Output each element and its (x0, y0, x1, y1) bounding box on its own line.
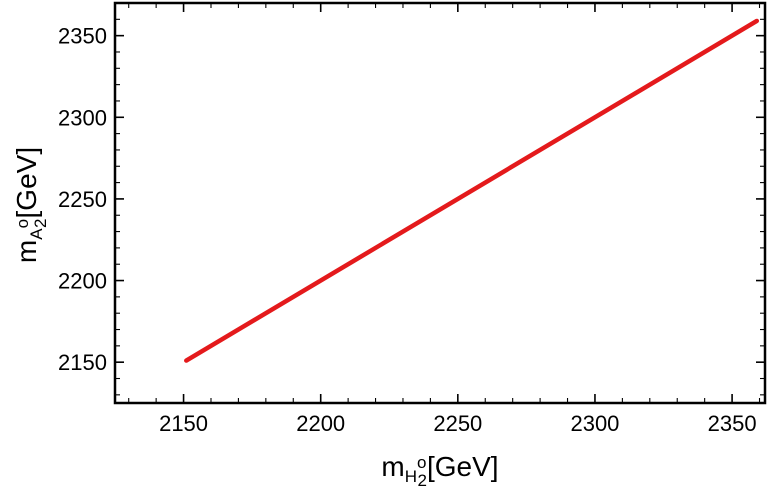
plot-frame (113, 1, 767, 405)
x-tick-label: 2250 (433, 411, 482, 436)
y-axis-label-unit: [GeV] (11, 147, 42, 219)
series-line (184, 18, 760, 363)
y-tick-label: 2250 (58, 187, 107, 212)
x-axis-label: mHo 2[GeV] (381, 451, 498, 490)
x-axis-label-sub: H (405, 467, 417, 486)
y-tick-label: 2150 (58, 350, 107, 375)
tick-labels: 2150 2200 2250 2300 2350 2150 2200 2250 2300 2350 (58, 24, 757, 436)
x-tick-label: 2150 (159, 411, 208, 436)
y-axis-label-main: m (11, 240, 42, 263)
y-axis-label: mAo2[GeV] (11, 147, 50, 263)
y-axis-label-subsub: 2 (31, 218, 50, 227)
y-tick-label: 2350 (58, 24, 107, 49)
x-tick-label: 2350 (708, 411, 757, 436)
y-tick-label: 2300 (58, 105, 107, 130)
x-axis-label-sup: o (417, 453, 426, 472)
y-axis-label-sup: o (13, 219, 32, 228)
x-tick-label: 2200 (296, 411, 345, 436)
ticks (115, 2, 765, 403)
series (184, 18, 760, 363)
x-axis-label-unit: [GeV] (427, 451, 499, 482)
x-tick-label: 2300 (570, 411, 619, 436)
x-axis-label-subsub: 2 (418, 471, 427, 490)
y-tick-label: 2200 (58, 269, 107, 294)
x-axis-label-main: m (381, 451, 404, 482)
y-axis-label-sub: A (27, 228, 46, 240)
